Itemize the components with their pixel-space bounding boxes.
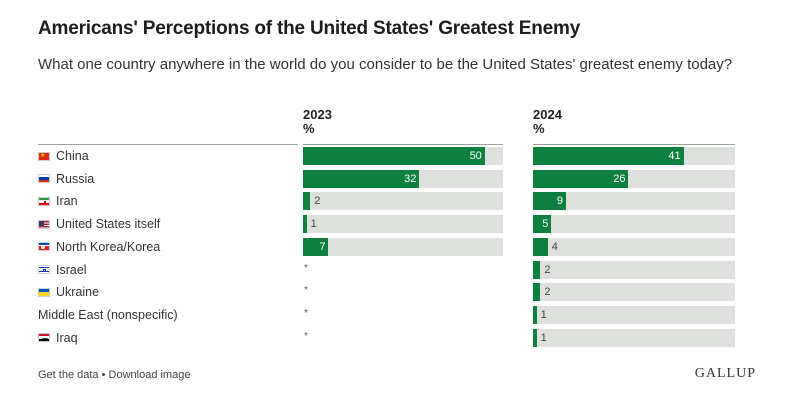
data-label: 7 (319, 240, 326, 253)
ukraine-flag-icon (38, 287, 50, 297)
bar-track: 32 (303, 169, 503, 188)
no-data-marker: * (304, 330, 308, 342)
bar-2024-5 (533, 260, 541, 279)
footer-links: Get the data • Download image (38, 369, 190, 381)
bar-track: 9 (533, 192, 735, 211)
column-year: 2023 (303, 107, 332, 122)
category-label: Russia (56, 171, 95, 186)
bar-track: 50 (303, 147, 503, 165)
data-label: 2 (314, 195, 321, 208)
bar-2023-0 (303, 147, 485, 165)
bar-2023-4 (303, 237, 329, 256)
gallup-logo: GALLUP (694, 366, 756, 381)
row-label: ★ China (38, 146, 89, 166)
no-data-marker: * (304, 262, 308, 274)
category-label: Iran (56, 194, 78, 209)
bar-track: 1 (303, 215, 503, 234)
header-rule (38, 144, 298, 145)
category-label: China (56, 149, 89, 163)
row-label: Israel (38, 260, 87, 280)
row-label: Middle East (nonspecific) (38, 305, 178, 325)
data-label: 2 (544, 286, 551, 299)
iran-flag-icon (38, 196, 50, 206)
data-label: 4 (551, 240, 558, 253)
chart-subtitle: What one country anywhere in the world d… (38, 56, 733, 73)
download-image-link[interactable]: Download image (108, 369, 191, 381)
bar-2023-1 (303, 169, 420, 188)
category-label: Iraq (56, 330, 78, 345)
bar-track: 4 (533, 237, 735, 256)
category-label: North Korea/Korea (56, 239, 161, 254)
data-label: 2 (544, 263, 551, 276)
israel-flag-icon (38, 265, 50, 274)
data-label: 9 (556, 195, 564, 208)
row-label: Iran (38, 191, 78, 211)
column-header-2023: 2023 % (303, 108, 332, 136)
bar-2023-2 (303, 192, 311, 211)
category-label: Israel (56, 262, 87, 277)
data-label: 5 (542, 218, 549, 231)
bar-2024-2 (533, 192, 567, 211)
column-header-2024: 2024 % (533, 108, 562, 136)
data-label: 1 (540, 331, 547, 344)
category-label: Middle East (nonspecific) (38, 307, 178, 322)
data-label: 1 (540, 308, 547, 321)
bar-2024-3 (533, 215, 552, 234)
bar-2023-3 (303, 215, 307, 234)
category-label: United States itself (56, 217, 161, 232)
row-label: Iraq (38, 328, 78, 348)
bar-2024-0 (533, 147, 684, 165)
bar-2024-4 (533, 237, 548, 256)
header-rule (533, 144, 735, 145)
russia-flag-icon (38, 174, 50, 184)
bar-2024-6 (533, 283, 541, 302)
data-label: 1 (310, 218, 317, 231)
chart-title: Americans' Perceptions of the United Sta… (38, 18, 581, 39)
bar-2024-8 (533, 328, 537, 347)
china-flag-icon: ★ (38, 151, 50, 161)
row-label: Russia (38, 169, 94, 189)
data-label: 50 (469, 150, 482, 162)
bar-track: 5 (533, 215, 735, 234)
bar-track: 2 (533, 283, 735, 302)
bar-track: 26 (533, 169, 735, 188)
data-label: 32 (404, 172, 417, 185)
row-label: United States itself (38, 214, 160, 234)
bar-track: 2 (533, 260, 735, 279)
row-label: North Korea/Korea (38, 237, 160, 257)
column-unit: % (533, 121, 545, 136)
bar-track: 1 (533, 328, 735, 347)
bar-track: 7 (303, 237, 503, 256)
bar-track: 41 (533, 147, 735, 165)
no-data-marker: * (304, 285, 308, 297)
column-unit: % (303, 121, 315, 136)
bar-track: 1 (533, 305, 735, 324)
footer-separator: • (98, 369, 109, 381)
get-data-link[interactable]: Get the data (38, 369, 99, 381)
data-label: 41 (668, 150, 681, 162)
header-rule (303, 144, 503, 145)
iraq-flag-icon (38, 333, 50, 343)
category-label: Ukraine (56, 285, 100, 300)
column-year: 2024 (533, 107, 562, 122)
data-label: 26 (613, 172, 626, 185)
bar-2024-1 (533, 169, 629, 188)
us-flag-icon (38, 219, 50, 229)
bar-track: 2 (303, 192, 503, 211)
north-korea-flag-icon (38, 242, 50, 252)
bar-2024-7 (533, 305, 537, 324)
row-label: Ukraine (38, 282, 99, 302)
no-data-marker: * (304, 307, 308, 319)
